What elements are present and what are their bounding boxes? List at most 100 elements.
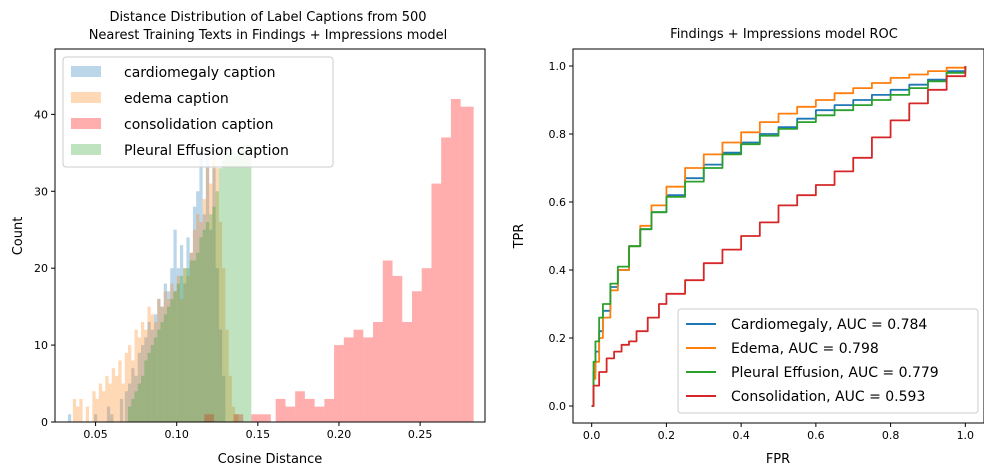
histogram-bar-pleural-effusion-caption-18 (186, 268, 190, 422)
histogram-bar-consolidation-caption-7 (304, 398, 315, 422)
histogram-bar-pleural-effusion-caption-31 (228, 152, 232, 422)
histogram-bar-pleural-effusion-caption-6 (147, 352, 151, 422)
histogram-bar-pleural-effusion-caption-1 (131, 398, 135, 422)
histogram-bar-cardiomegaly-caption-20 (173, 229, 177, 422)
histogram-y-tick-label-0: 0 (41, 416, 48, 429)
histogram-bar-edema-caption-14 (124, 352, 129, 422)
histogram-bar-pleural-effusion-caption-37 (248, 145, 252, 422)
histogram-bar-edema-caption-29 (173, 291, 177, 422)
roc-y-tick-label-4: 0.8 (549, 128, 567, 141)
histogram-bar-edema-caption-33 (186, 275, 190, 422)
histogram-bar-edema-caption-22 (150, 314, 154, 422)
histogram-bar-pleural-effusion-caption-2 (134, 391, 138, 422)
histogram-bar-edema-caption-9 (108, 383, 112, 422)
histogram-bar-pleural-effusion-caption-10 (160, 322, 164, 422)
roc-y-axis-label: TPR (512, 224, 527, 250)
roc-y-tick-label-0: 0.0 (549, 400, 567, 413)
histogram-bar-cardiomegaly-caption-9 (137, 352, 141, 422)
histogram-bar-edema-caption-13 (121, 383, 125, 422)
histogram-bar-pleural-effusion-caption-13 (170, 298, 174, 422)
histogram-bar-edema-caption-36 (196, 214, 200, 422)
histogram-bar-pleural-effusion-caption-5 (144, 360, 148, 422)
histogram-bar-edema-caption-19 (141, 322, 145, 422)
histogram-bar-consolidation-caption-13 (363, 337, 374, 422)
histogram-bar-edema-caption-34 (189, 252, 193, 422)
histogram-bar-cardiomegaly-caption-34 (218, 329, 223, 422)
histogram-bar-cardiomegaly-caption-18 (166, 291, 171, 422)
histogram-bar-cardiomegaly-caption-25 (189, 252, 193, 422)
roc-panel: Findings + Impressions model ROC 0.0 0.2 0… (512, 27, 984, 467)
histogram-bar-cardiomegaly-caption-6 (128, 383, 132, 422)
histogram-bar-edema-caption-3 (85, 406, 90, 422)
roc-x-tick-label-3: 0.6 (807, 429, 825, 442)
histogram-bar-edema-caption-23 (153, 322, 158, 422)
roc-axes-frame (572, 48, 984, 424)
roc-x-tick-label-1: 0.2 (658, 429, 676, 442)
histogram-bar-consolidation-caption-2 (251, 414, 262, 422)
histogram-bar-consolidation-caption-17 (402, 322, 412, 422)
roc-curve-edema (591, 66, 967, 407)
histogram-bar-cardiomegaly-caption-35 (222, 375, 226, 422)
histogram-bar-edema-caption-45 (225, 329, 229, 422)
roc-lines (591, 66, 967, 407)
histogram-bar-consolidation-caption-0 (204, 414, 215, 422)
histogram-bar-edema-caption-40 (209, 183, 213, 422)
histogram-bar-cardiomegaly-caption-33 (215, 268, 219, 422)
histogram-bar-cardiomegaly-caption-10 (141, 345, 145, 422)
histogram-series-pleural-effusion-caption (128, 145, 252, 422)
histogram-legend: cardiomegaly caption edema caption conso… (62, 56, 334, 168)
histogram-y-tick-label-3: 30 (34, 185, 48, 198)
histogram-title-line-1: Distance Distribution of Label Captions … (109, 10, 426, 25)
histogram-bar-pleural-effusion-caption-16 (179, 275, 184, 422)
histogram-series-edema-caption (72, 160, 239, 422)
histogram-bar-edema-caption-30 (176, 275, 180, 422)
legend-swatch-consolidation (71, 118, 101, 129)
histogram-bar-consolidation-caption-19 (421, 268, 432, 422)
legend-label-roc-pleural-effusion: Pleural Effusion, AUC = 0.779 (731, 365, 939, 381)
histogram-bar-edema-caption-17 (134, 329, 138, 422)
histogram-bar-pleural-effusion-caption-23 (202, 229, 206, 422)
histogram-legend-box (62, 56, 334, 168)
histogram-bar-pleural-effusion-caption-26 (212, 206, 216, 422)
histogram-bar-edema-caption-39 (205, 168, 210, 422)
histogram-x-tick-label-0: 0.05 (83, 428, 108, 441)
roc-y-tick-label-5: 1.0 (549, 60, 567, 73)
legend-label-roc-edema: Edema, AUC = 0.798 (731, 341, 879, 357)
histogram-bar-pleural-effusion-caption-22 (199, 237, 203, 422)
histogram-series-cardiomegaly-caption (67, 145, 226, 422)
histogram-bar-pleural-effusion-caption-34 (238, 152, 242, 422)
histogram-bar-cardiomegaly-caption-3 (110, 414, 114, 422)
histogram-bar-cardiomegaly-caption-23 (183, 283, 187, 422)
histogram-bar-edema-caption-37 (199, 222, 203, 422)
histogram-bar-edema-caption-42 (215, 168, 219, 422)
histogram-bar-consolidation-caption-5 (285, 406, 296, 422)
histogram-bar-pleural-effusion-caption-4 (141, 375, 145, 422)
histogram-bar-pleural-effusion-caption-19 (189, 260, 193, 422)
histogram-bar-edema-caption-31 (179, 298, 184, 422)
histogram-bar-pleural-effusion-caption-21 (196, 252, 200, 422)
roc-x-tick-label-0: 0.0 (583, 429, 601, 442)
histogram-bar-pleural-effusion-caption-15 (176, 283, 180, 422)
histogram-bar-edema-caption-10 (111, 368, 116, 422)
histogram-bar-edema-caption-16 (131, 360, 135, 422)
roc-x-tick-label-5: 1.0 (957, 429, 975, 442)
roc-x-ticks: 0.0 0.2 0.4 0.6 0.8 1.0 (583, 423, 974, 442)
legend-swatch-cardiomegaly (71, 66, 101, 77)
legend-label-cardiomegaly: cardiomegaly caption (124, 65, 275, 81)
histogram-bar-cardiomegaly-caption-13 (150, 329, 154, 422)
histogram-bar-cardiomegaly-caption-12 (147, 322, 151, 422)
roc-series-consolidation (591, 66, 967, 407)
histogram-bar-pleural-effusion-caption-17 (183, 268, 187, 422)
histogram-bar-consolidation-caption-20 (431, 183, 442, 422)
roc-series-edema (591, 66, 967, 407)
histogram-bar-edema-caption-48 (235, 414, 239, 422)
histogram-bar-edema-caption-0 (72, 398, 77, 422)
histogram-bar-pleural-effusion-caption-36 (244, 145, 249, 422)
histogram-bar-edema-caption-27 (166, 298, 171, 422)
histogram-bar-edema-caption-7 (102, 391, 106, 422)
histogram-y-tick-label-1: 10 (34, 339, 48, 352)
histogram-x-ticks: 0.05 0.10 0.15 0.20 0.25 (83, 422, 432, 441)
histogram-bar-edema-caption-11 (115, 375, 119, 422)
roc-curve-consolidation (591, 66, 967, 407)
